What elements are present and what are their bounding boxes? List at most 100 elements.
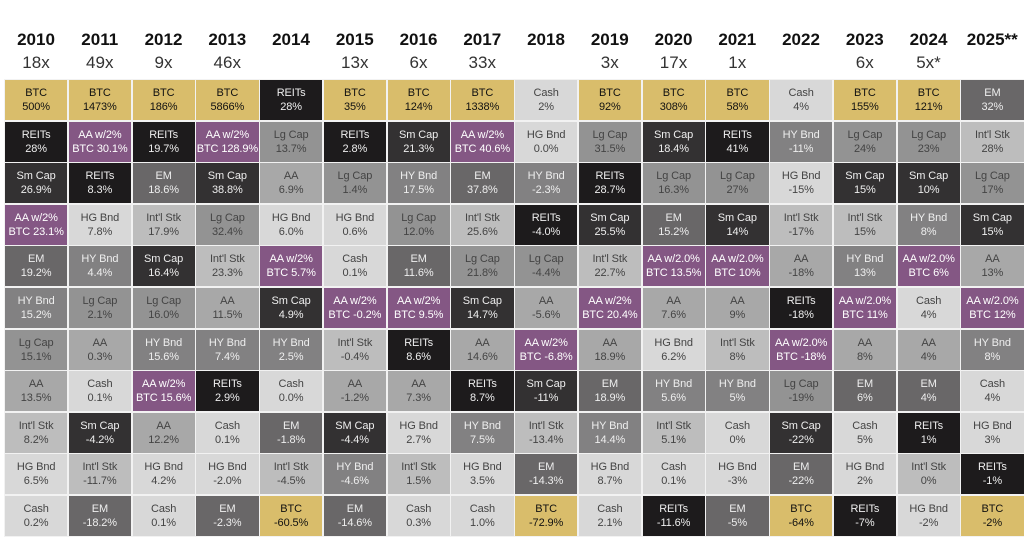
return-value: 13.5% xyxy=(20,392,52,405)
return-value: BTC -0.2% xyxy=(328,309,382,322)
return-value: 4.9% xyxy=(278,309,304,322)
return-value: 2.1% xyxy=(87,309,113,322)
asset-label: REITs xyxy=(340,128,370,141)
asset-label: BTC xyxy=(152,87,175,100)
return-cell: AA -5.6% xyxy=(514,287,579,330)
return-value: 12.0% xyxy=(403,225,434,238)
return-cell: Sm Cap -22% xyxy=(769,411,834,454)
return-cell: Lg Cap 24% xyxy=(832,120,897,163)
return-cell: REITs 1% xyxy=(896,411,961,454)
return-value: -5.6% xyxy=(532,309,561,322)
asset-label: HY Bnd xyxy=(973,336,1011,349)
asset-label: Sm Cap xyxy=(590,211,630,224)
btc-multiple-label: 46x xyxy=(213,53,241,72)
return-value: 14% xyxy=(726,225,749,238)
asset-label: Sm Cap xyxy=(16,170,56,183)
return-value: 124% xyxy=(404,101,433,114)
asset-label: Sm Cap xyxy=(462,295,502,308)
asset-label: Int'l Stk xyxy=(656,419,692,432)
btc-multiple-label: 17x xyxy=(659,53,688,72)
return-cell: HY Bnd 8% xyxy=(896,203,961,246)
return-value: 35% xyxy=(344,101,366,114)
return-cell: AA 14.6% xyxy=(450,328,515,371)
asset-label: BTC xyxy=(599,87,621,100)
year-label: 2024 xyxy=(909,30,948,49)
return-value: 22.7% xyxy=(594,267,626,280)
return-cell: EM -18.2% xyxy=(67,495,132,538)
return-value: -11.6% xyxy=(656,517,691,530)
asset-label: Lg Cap xyxy=(464,253,500,266)
asset-label: Cash xyxy=(23,503,49,516)
return-cell: AA 4% xyxy=(896,328,961,371)
return-cell: REITs 19.7% xyxy=(131,120,196,163)
return-cell: HY Bnd 13% xyxy=(832,245,897,288)
return-cell: AA 9% xyxy=(705,287,770,330)
return-cell: HG Bnd 3.5% xyxy=(450,453,515,496)
asset-label: Int'l Stk xyxy=(911,461,947,474)
return-cell: AA w/2.0% BTC 12% xyxy=(960,287,1024,330)
return-value: 17% xyxy=(981,184,1004,197)
return-value: 2.9% xyxy=(215,392,240,405)
return-value: 17.9% xyxy=(148,225,179,238)
asset-label: Int'l Stk xyxy=(719,336,755,349)
return-value: 18.9% xyxy=(594,350,626,363)
return-cell: Sm Cap 38.8% xyxy=(195,162,260,205)
asset-label: HG Bnd xyxy=(654,336,693,349)
asset-label: AA xyxy=(283,170,299,183)
asset-label: Lg Cap xyxy=(146,295,182,308)
asset-label: AA w/2% xyxy=(14,211,58,224)
return-value: -4.2% xyxy=(85,433,114,446)
return-cell: Cash 4% xyxy=(769,79,834,122)
return-value: 15% xyxy=(854,184,876,197)
return-cell: EM -14.6% xyxy=(322,495,387,538)
asset-label: EM xyxy=(346,503,364,516)
return-value: 12.2% xyxy=(148,433,179,446)
asset-label: AA w/2% xyxy=(588,295,632,308)
return-value: BTC 5.7% xyxy=(266,267,316,280)
asset-label: AA xyxy=(793,253,809,266)
return-value: 4% xyxy=(793,101,809,114)
asset-label: REITs xyxy=(467,378,497,391)
return-value: 18.4% xyxy=(658,142,689,155)
asset-label: Sm Cap xyxy=(781,419,821,432)
asset-label: HY Bnd xyxy=(208,336,246,349)
return-cell: Cash 0.1% xyxy=(195,411,260,454)
return-value: BTC 40.6% xyxy=(454,142,511,155)
return-value: 19.2% xyxy=(20,267,52,280)
asset-label: HG Bnd xyxy=(973,419,1012,432)
asset-label: Lg Cap xyxy=(528,253,564,266)
return-cell: BTC -64% xyxy=(769,495,834,538)
asset-label: BTC xyxy=(981,503,1004,516)
return-value: 16.3% xyxy=(658,184,689,197)
return-cell: EM -2.3% xyxy=(195,495,260,538)
return-value: BTC 9.5% xyxy=(393,309,444,322)
asset-label: REITs xyxy=(404,336,434,349)
asset-label: Int'l Stk xyxy=(974,128,1010,141)
asset-label: Sm Cap xyxy=(144,253,184,266)
return-cell: EM 19.2% xyxy=(4,245,69,288)
asset-label: REITs xyxy=(21,128,51,141)
asset-label: AA w/2.0% xyxy=(838,295,892,308)
return-cell: Sm Cap 14% xyxy=(705,203,770,246)
year-label: 2023 xyxy=(845,30,884,49)
return-value: 7.5% xyxy=(470,433,495,446)
return-value: 6.0% xyxy=(278,225,304,238)
asset-label: AA w/2.0% xyxy=(902,253,955,266)
asset-label: BTC xyxy=(726,87,749,100)
asset-label: AA w/2.0% xyxy=(774,336,828,349)
return-cell: EM 37.8% xyxy=(450,162,515,205)
return-value: -1.2% xyxy=(340,392,369,405)
return-cell: Sm Cap 15% xyxy=(960,203,1024,246)
asset-label: BTC xyxy=(854,87,876,100)
return-cell: Sm Cap 15% xyxy=(832,162,897,205)
return-cell: AA 7.6% xyxy=(641,287,706,330)
asset-label: Sm Cap xyxy=(845,170,885,183)
asset-label: Sm Cap xyxy=(271,295,311,308)
btc-multiple-label: 13x xyxy=(341,53,369,72)
return-value: 28% xyxy=(981,142,1004,155)
return-cell: EM 15.2% xyxy=(641,203,706,246)
return-cell: AA 18.9% xyxy=(577,328,642,371)
return-value: 8.2% xyxy=(23,433,49,446)
return-value: 15% xyxy=(854,225,876,238)
return-cell: Int'l Stk 22.7% xyxy=(577,245,642,288)
